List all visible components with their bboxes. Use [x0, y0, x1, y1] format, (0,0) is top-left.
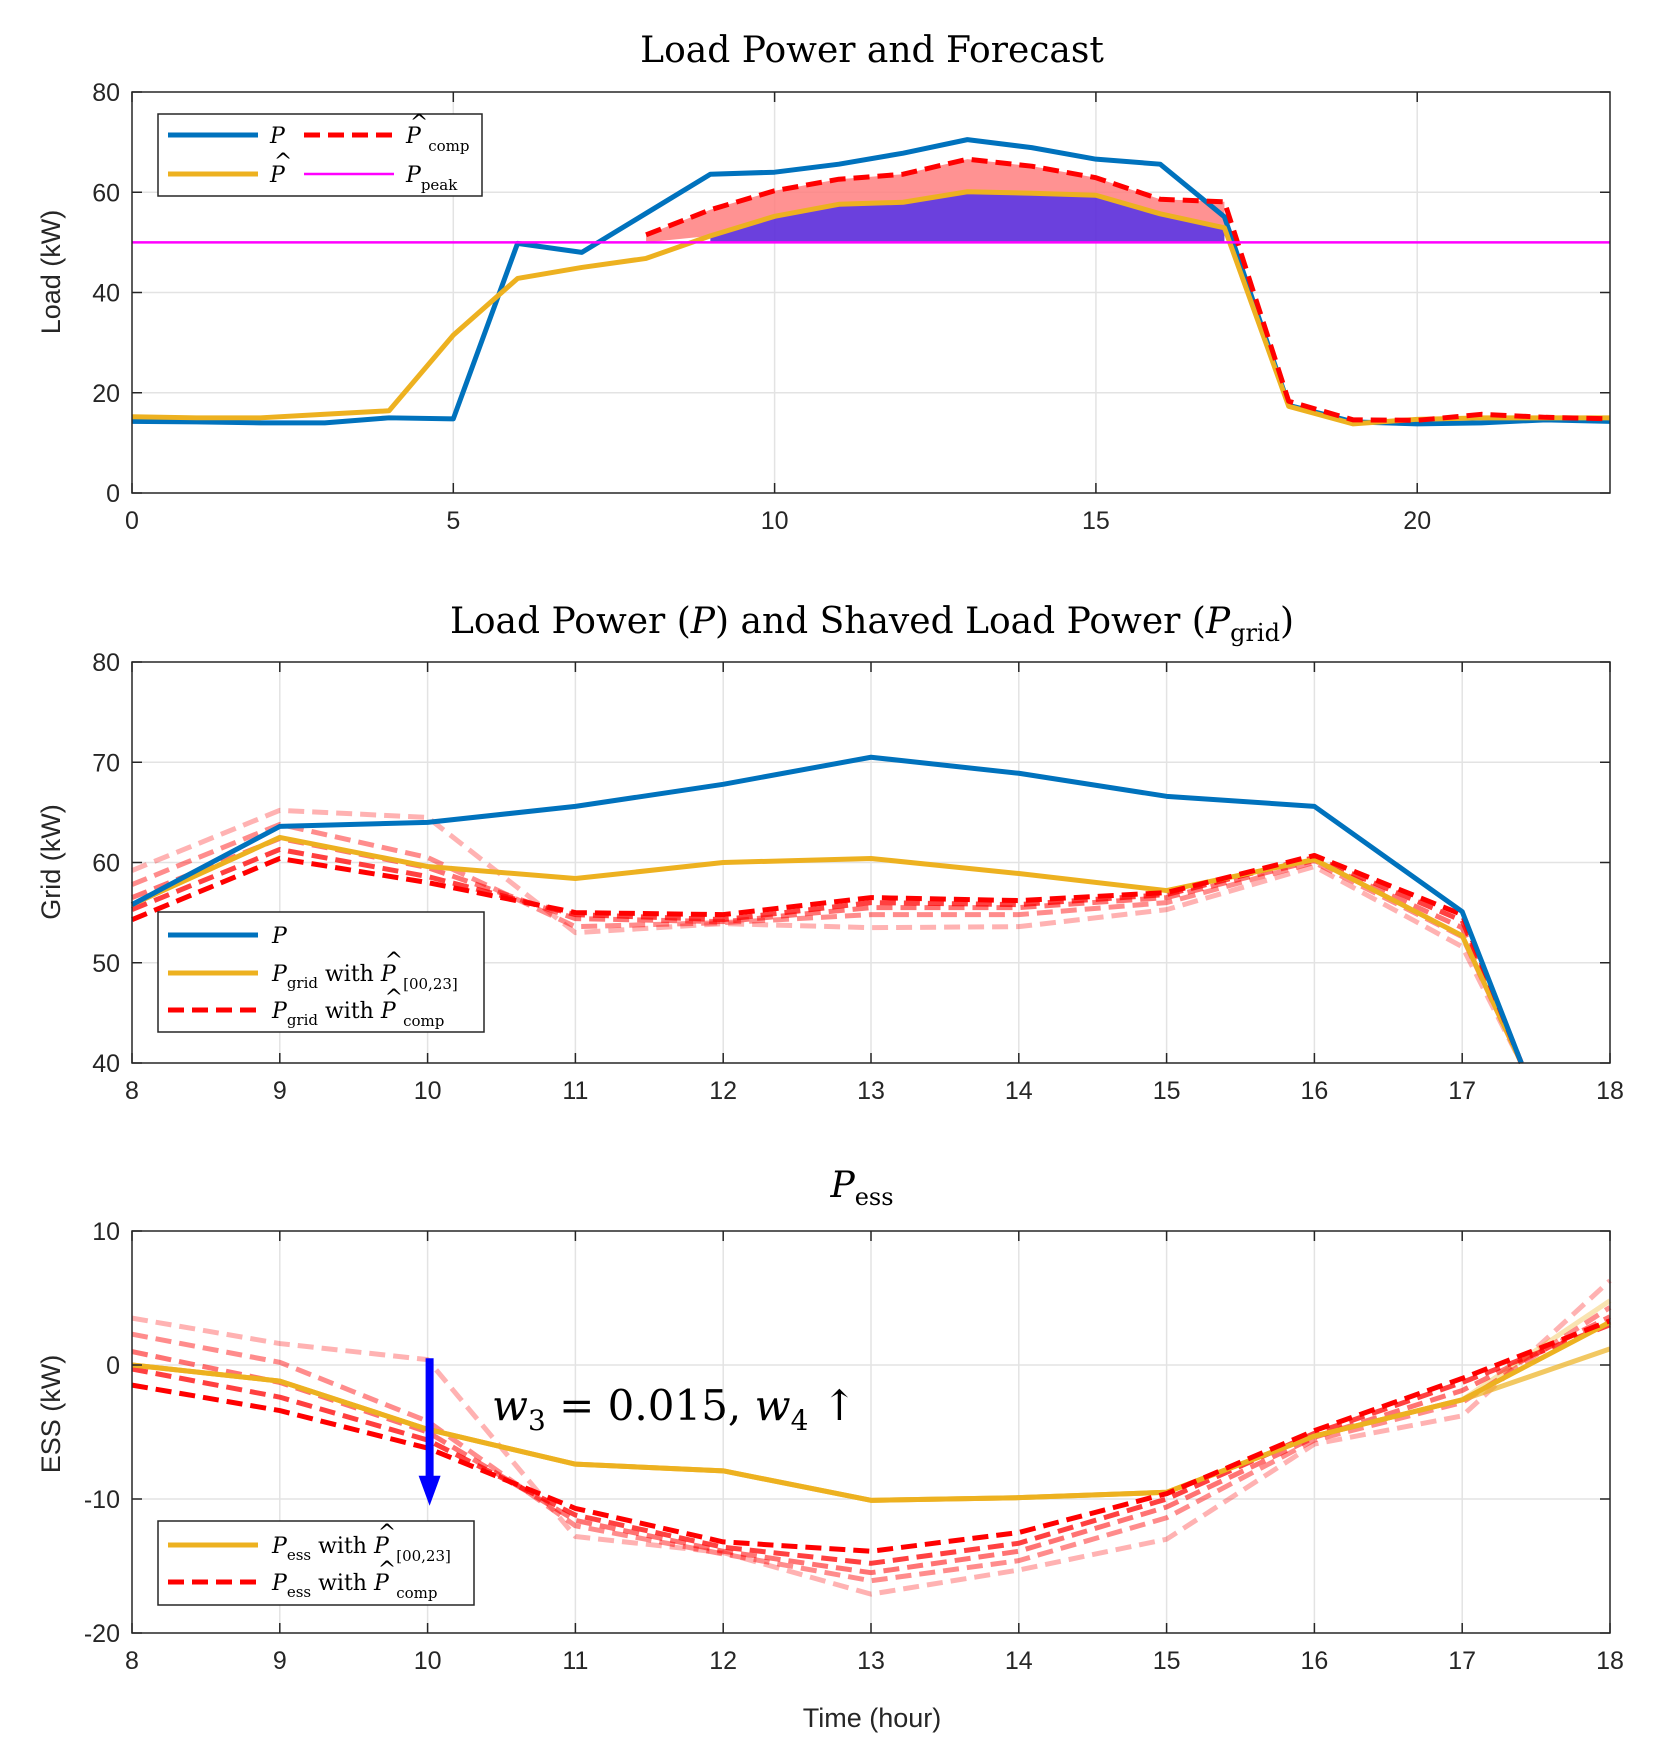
x-tick-label: 20: [1403, 507, 1431, 535]
panel-3-y-ticks: -20 -10 0 10: [84, 1218, 1611, 1648]
y-tick-label: 80: [92, 79, 120, 107]
x-tick-label: 12: [709, 1647, 737, 1675]
series-line-comp-run-5: [131, 807, 1524, 1065]
x-tick-label: 18: [1596, 1647, 1624, 1675]
y-tick-label: 10: [92, 1218, 120, 1246]
series-line-p-comp: [645, 156, 1611, 423]
y-tick-label: 20: [92, 380, 120, 408]
x-tick-label: 0: [125, 507, 139, 535]
x-tick-label: 10: [414, 1647, 442, 1675]
y-tick-label: 0: [106, 480, 120, 508]
series-line-p-: [131, 189, 1610, 427]
panel-load-forecast: Load Power and Forecast Load (kW) 0 5 10 15…: [36, 30, 1611, 535]
panel-1-x-ticks: 0 5 10 15 20: [125, 92, 1431, 535]
panel-2-x-ticks: 8 9 10 11 12 13 14 15 16 17 18: [125, 662, 1624, 1105]
series-line-pess-with-p-comp: [131, 1318, 1611, 1554]
panel-3-xlabel: Time (hour): [803, 1703, 942, 1733]
y-tick-label: -20: [84, 1620, 120, 1648]
shaved-area-comp: [646, 159, 1225, 243]
panel-2-ylabel: Grid (kW): [36, 804, 66, 919]
series-line-comp-run-5: [131, 1278, 1612, 1597]
panel-1-series: [131, 137, 1611, 427]
series-line-p: [130, 754, 1524, 1064]
x-tick-label: 8: [125, 1077, 139, 1105]
axes-box: [131, 91, 1611, 494]
x-tick-label: 16: [1300, 1077, 1328, 1105]
panel-1-ylabel: Load (kW): [36, 210, 66, 335]
panel-1-legend: P P^ P^comp Ppeak: [157, 111, 483, 197]
series-line-pgrid-with-p-comp: [131, 852, 1524, 1064]
legend-label-P: P: [271, 924, 288, 949]
panel-3-legend: Pess with P^[00,23] Pess with P^comp: [157, 1520, 475, 1606]
panel-2-title: Load Power (P) and Shaved Load Power (Pg…: [450, 601, 1294, 647]
panel-2-legend: P Pgrid with P^[00,23] Pgrid with P^comp: [157, 911, 485, 1033]
y-tick-label: -10: [84, 1486, 120, 1514]
y-tick-label: 80: [92, 649, 120, 677]
legend-label-P: P: [269, 124, 286, 149]
panel-3-x-ticks: 8 9 10 11 12 13 14 15 16 17 18: [125, 1231, 1624, 1675]
x-tick-label: 10: [414, 1077, 442, 1105]
x-tick-label: 14: [1005, 1077, 1033, 1105]
y-tick-label: 40: [92, 1050, 120, 1078]
y-tick-label: 50: [92, 950, 120, 978]
panel-ess: Pess ESS (kW) Time (hour) 8 9 10 11 12 13 14 15…: [36, 1165, 1624, 1733]
axes-box: [131, 1230, 1611, 1634]
panel-1-y-ticks: 0 20 40 60 80: [92, 79, 1611, 508]
x-tick-label: 16: [1300, 1647, 1328, 1675]
series-line-pgrid-with-p-00-23-: [130, 834, 1524, 1065]
y-tick-label: 60: [92, 850, 120, 878]
x-tick-label: 9: [273, 1647, 287, 1675]
x-tick-label: 17: [1448, 1647, 1476, 1675]
x-tick-label: 14: [1005, 1647, 1033, 1675]
x-tick-label: 15: [1153, 1077, 1181, 1105]
panel-3-title: Pess: [829, 1165, 893, 1211]
panel-1-title: Load Power and Forecast: [640, 30, 1104, 71]
series-line-pess-with-p-00-23-: [131, 1319, 1612, 1503]
weight-arrow: [418, 1358, 441, 1506]
x-tick-label: 18: [1596, 1077, 1624, 1105]
panel-3-series: [131, 1278, 1612, 1597]
x-tick-label: 13: [857, 1647, 885, 1675]
x-tick-label: 13: [857, 1077, 885, 1105]
x-tick-label: 12: [709, 1077, 737, 1105]
arrow-head: [418, 1475, 441, 1506]
y-tick-label: 60: [92, 179, 120, 207]
y-tick-label: 0: [106, 1352, 120, 1380]
panel-shaved-load: Load Power (P) and Shaved Load Power (Pg…: [36, 601, 1624, 1105]
x-tick-label: 15: [1153, 1647, 1181, 1675]
x-tick-label: 17: [1448, 1077, 1476, 1105]
x-tick-label: 8: [125, 1647, 139, 1675]
x-tick-label: 11: [562, 1647, 588, 1675]
series-line-comp-run-2: [131, 846, 1524, 1064]
x-tick-label: 9: [273, 1077, 287, 1105]
panel-2-y-ticks: 40 50 60 70 80: [92, 649, 1611, 1078]
y-tick-label: 70: [92, 749, 120, 777]
series-line-comp-run-2: [131, 1322, 1611, 1566]
panel-3-ylabel: ESS (kW): [36, 1355, 66, 1474]
axes-box: [131, 661, 1611, 1064]
panel-2-series: [130, 754, 1524, 1065]
x-tick-label: 10: [761, 507, 789, 535]
y-tick-label: 40: [92, 280, 120, 308]
weight-annotation: w3 = 0.015, w4 ↑: [492, 1381, 857, 1437]
x-tick-label: 5: [446, 507, 460, 535]
x-tick-label: 15: [1082, 507, 1110, 535]
x-tick-label: 11: [562, 1077, 588, 1105]
